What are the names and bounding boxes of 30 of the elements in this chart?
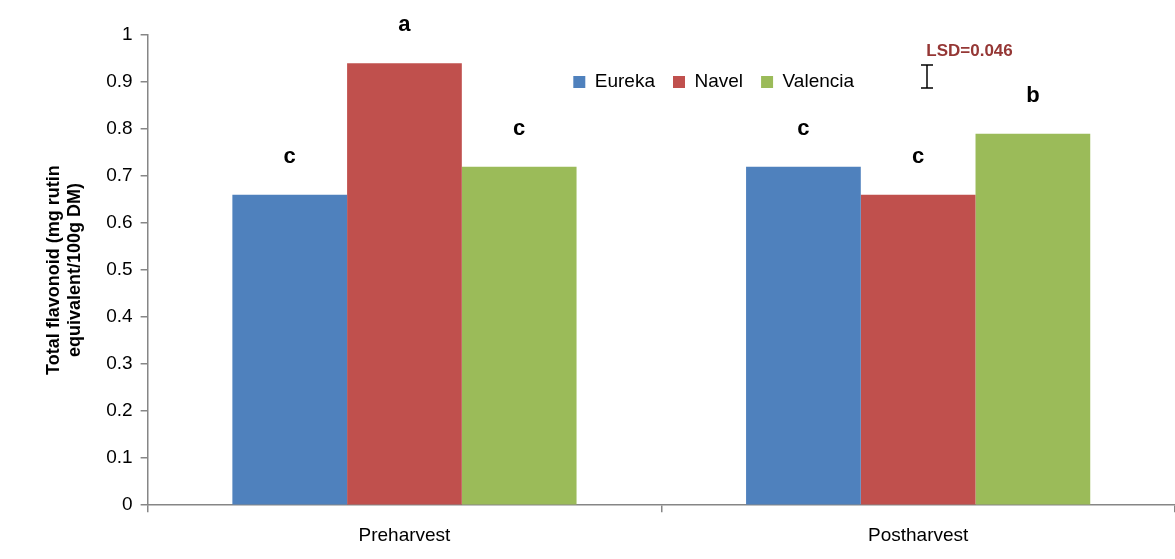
y-tick-label: 0.1	[106, 446, 133, 468]
data-label: a	[398, 11, 412, 37]
annotation: LSD=0.046	[926, 40, 1013, 60]
y-axis-title: Total flavonoid (mg rutin equivalent/100g DM)	[42, 165, 85, 375]
data-label: c	[513, 114, 526, 140]
bar	[860, 194, 976, 505]
bar	[461, 166, 577, 505]
x-tick-label: Preharvest	[358, 523, 452, 545]
legend-label: Eureka	[594, 70, 656, 92]
data-label: c	[797, 114, 810, 140]
bar	[975, 133, 1091, 505]
data-label: b	[1026, 81, 1040, 107]
y-tick-label: 0.7	[106, 164, 133, 186]
y-tick-label: 0.5	[106, 258, 133, 280]
data-label: c	[283, 142, 296, 168]
bar	[232, 194, 348, 505]
legend-label: Valencia	[782, 70, 855, 92]
y-tick-label: 0.2	[106, 399, 133, 421]
x-tick-label: Postharvest	[867, 523, 970, 545]
y-tick-label: 1	[122, 23, 133, 45]
y-tick-label: 0.8	[106, 117, 133, 139]
data-label: c	[912, 142, 925, 168]
y-tick-label: 0.4	[106, 305, 134, 327]
legend-label: Navel	[694, 70, 744, 92]
y-tick-label: 0.9	[106, 70, 133, 92]
y-tick-label: 0	[122, 493, 133, 515]
y-tick-label: 0.6	[106, 211, 133, 233]
y-tick-label: 0.3	[106, 352, 133, 374]
bar	[347, 63, 462, 505]
bar	[746, 166, 861, 505]
